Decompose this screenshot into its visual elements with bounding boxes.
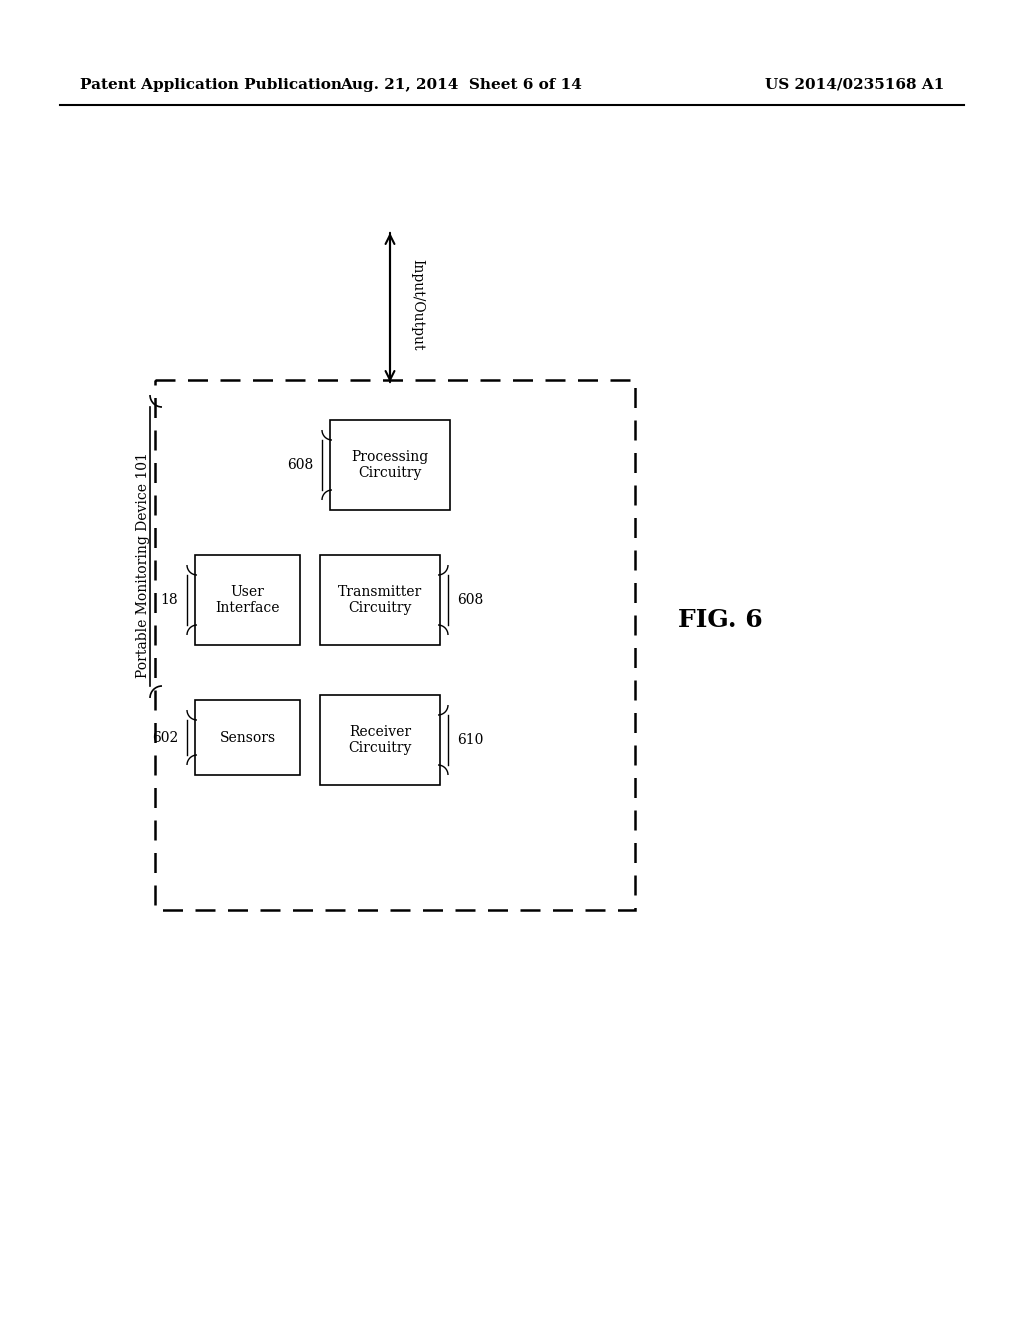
Bar xyxy=(330,420,450,510)
Bar xyxy=(319,554,440,645)
Text: 18: 18 xyxy=(160,593,178,607)
Bar xyxy=(195,554,300,645)
Text: Patent Application Publication: Patent Application Publication xyxy=(80,78,342,92)
Bar xyxy=(319,696,440,785)
Text: Portable Monitoring Device 101: Portable Monitoring Device 101 xyxy=(136,453,150,678)
Text: Input/Output: Input/Output xyxy=(410,259,424,351)
Text: User
Interface: User Interface xyxy=(215,585,280,615)
Text: US 2014/0235168 A1: US 2014/0235168 A1 xyxy=(765,78,944,92)
Text: Receiver
Circuitry: Receiver Circuitry xyxy=(348,725,412,755)
Text: Processing
Circuitry: Processing Circuitry xyxy=(351,450,429,480)
Text: Aug. 21, 2014  Sheet 6 of 14: Aug. 21, 2014 Sheet 6 of 14 xyxy=(340,78,582,92)
Bar xyxy=(195,700,300,775)
Text: Transmitter
Circuitry: Transmitter Circuitry xyxy=(338,585,422,615)
Text: 602: 602 xyxy=(152,730,178,744)
Text: 608: 608 xyxy=(287,458,313,473)
Text: FIG. 6: FIG. 6 xyxy=(678,609,762,632)
Text: 610: 610 xyxy=(457,733,483,747)
Text: 608: 608 xyxy=(457,593,483,607)
Text: Sensors: Sensors xyxy=(219,730,275,744)
Bar xyxy=(155,380,635,909)
